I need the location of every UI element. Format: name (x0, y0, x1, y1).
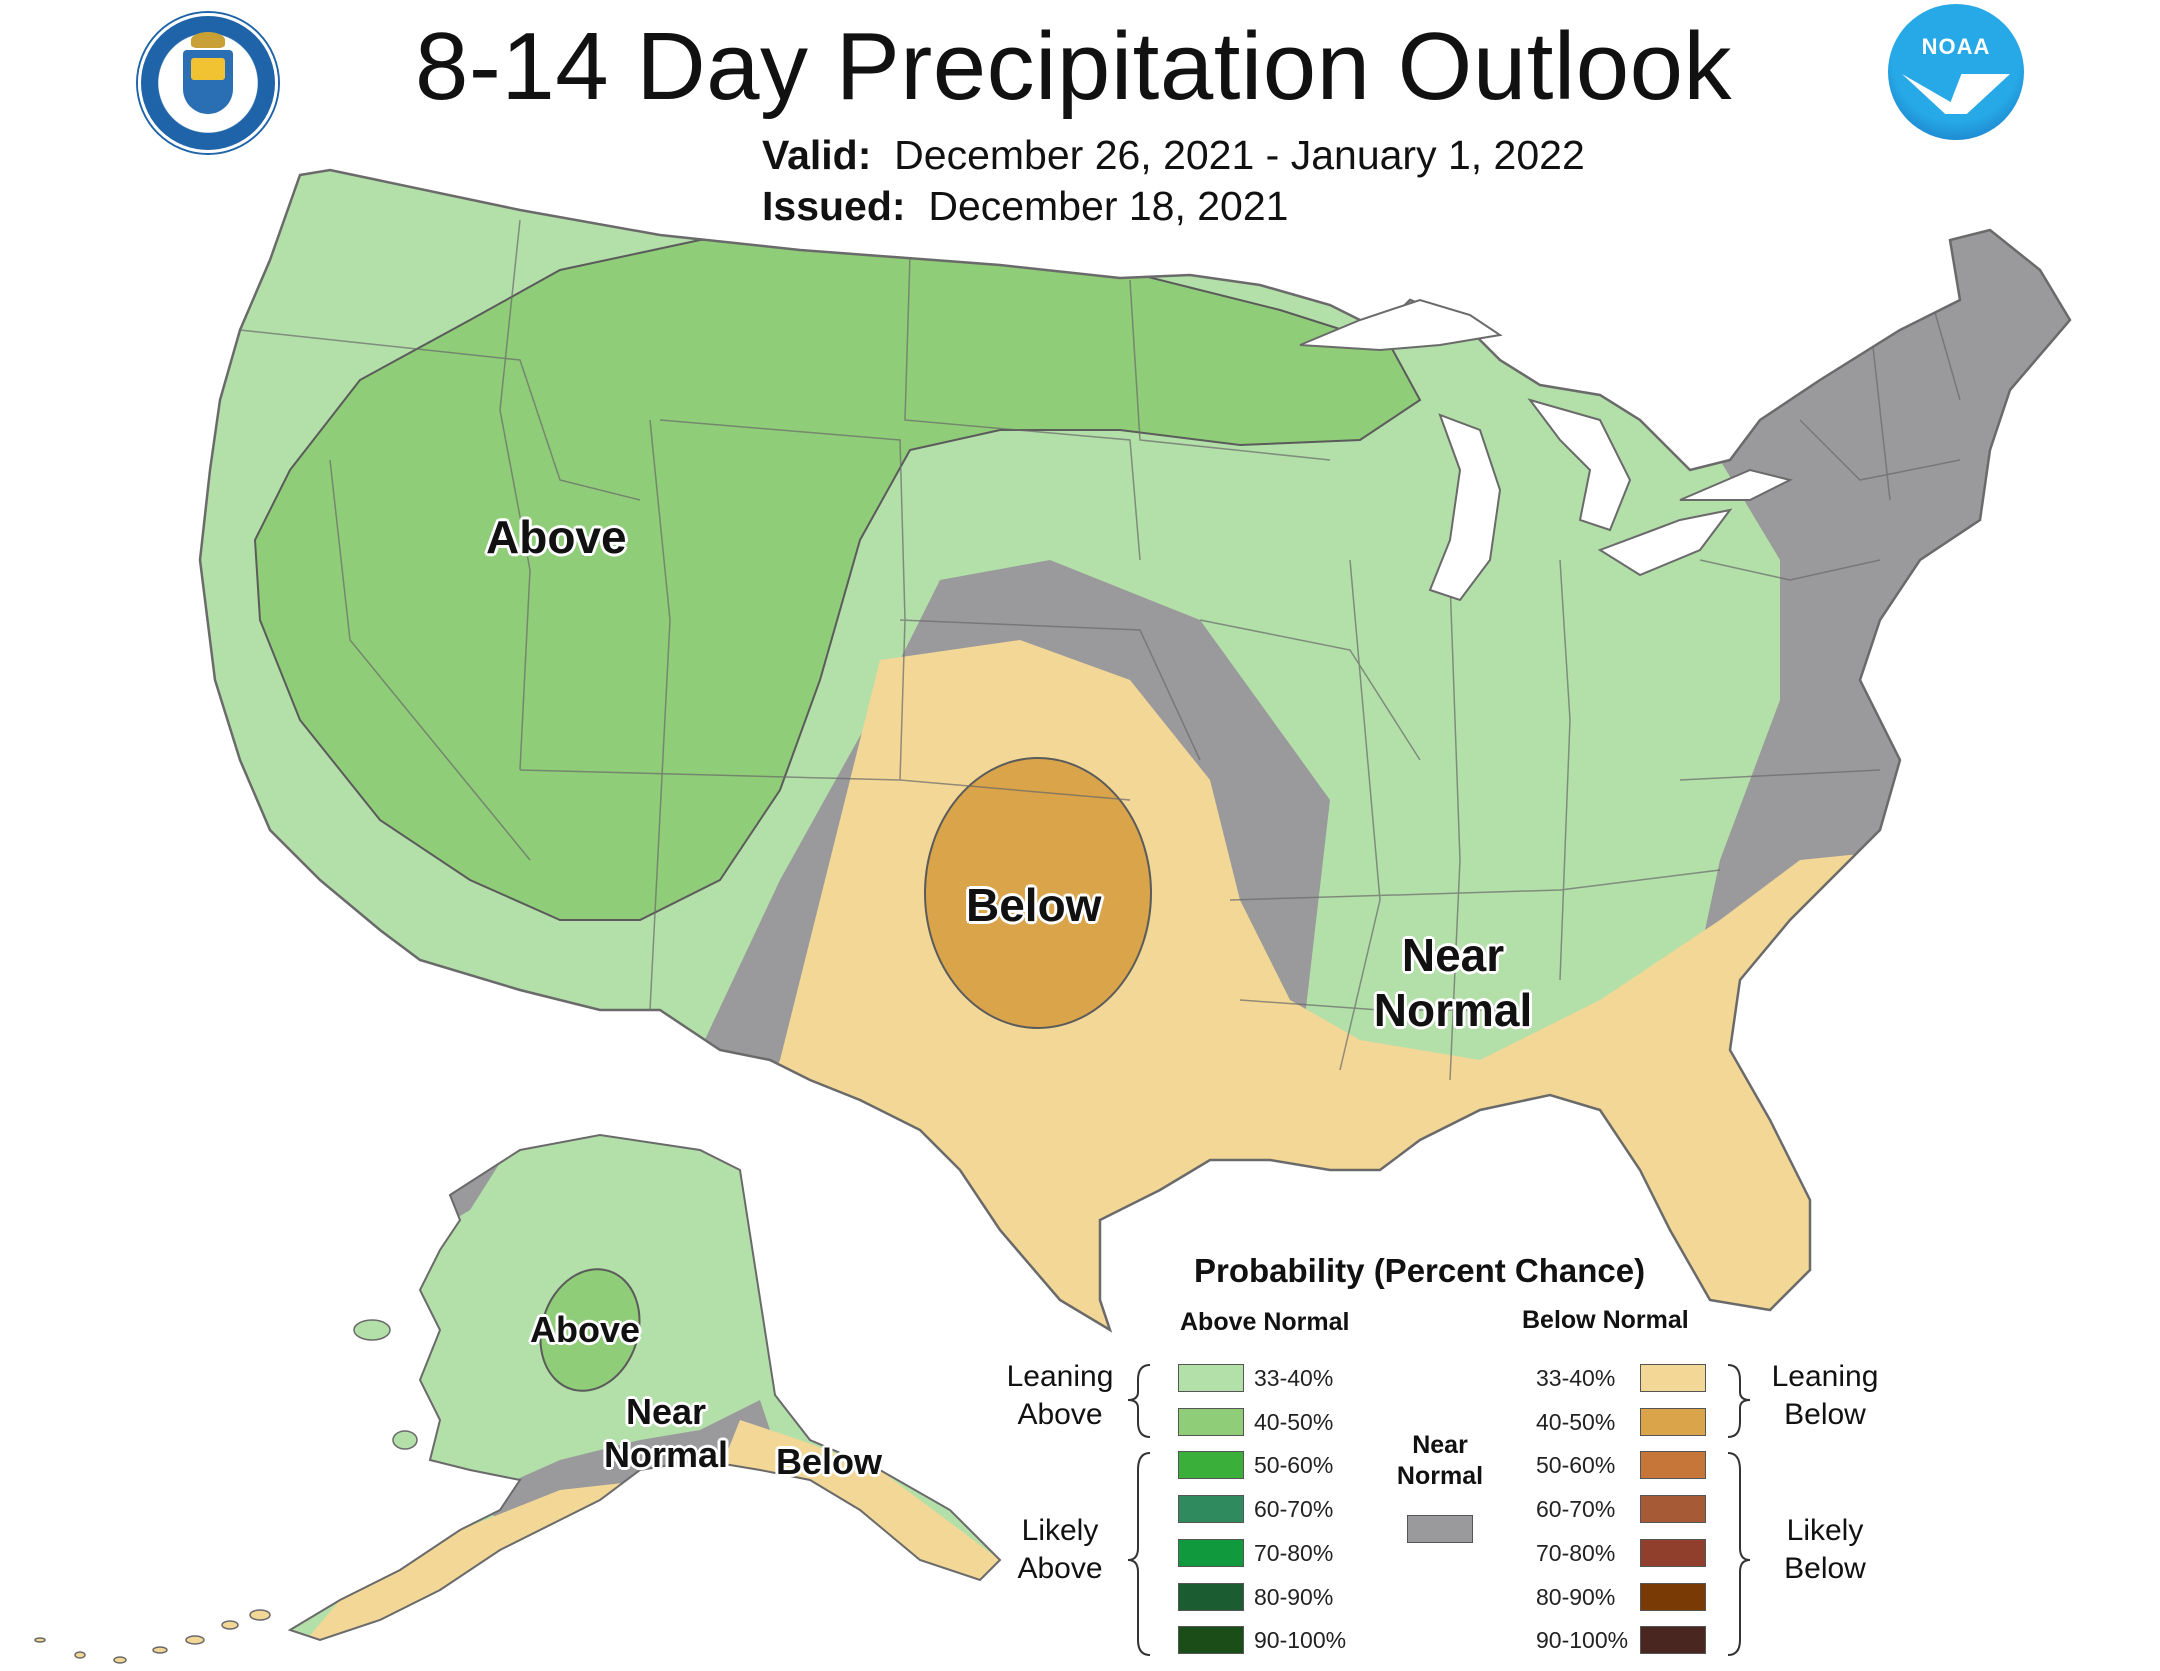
alaska-south-near-normal-zone (470, 1400, 780, 1520)
legend-below-range-label: 40-50% (1536, 1409, 1616, 1435)
legend-above-swatch (1178, 1364, 1244, 1392)
legend-near-normal-label: Near Normal (1388, 1430, 1492, 1493)
legend-above-range-label: 90-100% (1254, 1627, 1347, 1653)
legend-above-swatch (1178, 1539, 1244, 1567)
legend-below-swatch (1640, 1364, 1706, 1392)
legend-below-swatch (1640, 1583, 1706, 1611)
legend-likely-above-label: Likely Above (993, 1512, 1127, 1587)
legend-above-swatch (1178, 1408, 1244, 1436)
noaa-logo-icon: NOAA (1888, 4, 2024, 140)
conus-above-label: Above (486, 511, 627, 563)
legend-below-range-label: 50-60% (1536, 1452, 1616, 1478)
alaska-below-label: Below (776, 1441, 883, 1482)
legend-above-range-label: 70-80% (1254, 1540, 1334, 1566)
legend-below-swatch (1640, 1626, 1706, 1654)
legend-title: Probability (Percent Chance) (1194, 1252, 1646, 1289)
alaska-above-40-50-zone (539, 1268, 641, 1392)
conus-near-label-line1: Near (1401, 929, 1505, 981)
legend-below-swatch (1640, 1451, 1706, 1479)
conus-near-label-line2: Normal (1373, 984, 1533, 1037)
legend-above-range-label: 40-50% (1254, 1409, 1334, 1435)
legend-below-swatch (1640, 1408, 1706, 1436)
legend-leaning-above-line2: Above (1017, 1397, 1103, 1431)
page-title: 8-14 Day Precipitation Outlook (415, 13, 1732, 120)
state-borders (239, 219, 1961, 1081)
valid-label: Valid: (762, 132, 872, 178)
issued-label: Issued: (762, 183, 906, 229)
legend-leaning-below-line1: Leaning (1771, 1360, 1879, 1393)
alaska-west-islands (353, 1319, 418, 1450)
conus-near-normal-label: Near Normal (1368, 928, 1538, 1038)
legend-near-normal-swatch (1407, 1515, 1473, 1543)
valid-line: Valid: December 26, 2021 - January 1, 20… (762, 132, 1585, 179)
legend-above-header: Above Normal (1180, 1308, 1350, 1336)
legend-above-swatch (1178, 1451, 1244, 1479)
legend-below-header: Below Normal (1522, 1306, 1689, 1334)
legend-above-swatch (1178, 1583, 1244, 1611)
legend-below-range-label: 80-90% (1536, 1584, 1616, 1610)
alaska-near-normal-label: Near Normal (596, 1390, 736, 1476)
legend-likely-below-label: Likely Below (1758, 1512, 1892, 1587)
legend-above-range-label: 50-60% (1254, 1452, 1334, 1478)
department-of-commerce-seal-icon (138, 13, 278, 153)
issued-line: Issued: December 18, 2021 (762, 183, 1288, 230)
legend-above-range-label: 80-90% (1254, 1584, 1334, 1610)
alaska-near-label-line2: Normal (603, 1434, 729, 1476)
legend-likely-above-line1: Likely (1021, 1514, 1099, 1547)
legend-below-swatch (1640, 1539, 1706, 1567)
aleutian-islands (34, 1609, 271, 1664)
legend-below-range-label: 60-70% (1536, 1496, 1616, 1522)
legend-near-normal-line2: Normal (1396, 1462, 1484, 1491)
legend-above-range-label: 33-40% (1254, 1365, 1334, 1391)
noaa-logo-text: NOAA (1921, 34, 1991, 59)
legend-likely-below-line1: Likely (1786, 1514, 1864, 1547)
alaska-leaning-above-zone (290, 1135, 1000, 1640)
legend-above-swatch (1178, 1626, 1244, 1654)
legend-leaning-above-label: Leaning Above (993, 1358, 1127, 1433)
legend-leaning-above-line1: Leaning (1006, 1360, 1114, 1393)
alaska-near-label-line1: Near (625, 1391, 707, 1432)
legend-likely-above-line2: Above (1017, 1551, 1103, 1585)
legend-near-normal-line1: Near (1412, 1431, 1468, 1459)
conus-below-label: Below (966, 879, 1102, 931)
legend-leaning-below-label: Leaning Below (1758, 1358, 1892, 1433)
legend-below-range-label: 33-40% (1536, 1365, 1616, 1391)
legend-below-range-label: 90-100% (1536, 1627, 1629, 1653)
legend-below-swatch (1640, 1495, 1706, 1523)
issued-date: December 18, 2021 (928, 183, 1289, 229)
legend-above-swatch (1178, 1495, 1244, 1523)
legend-likely-below-line2: Below (1784, 1551, 1866, 1585)
legend-above-range-label: 60-70% (1254, 1496, 1334, 1522)
ohio-valley-leaning-above-zone (1320, 520, 1760, 920)
conus-below-40-50-zone (924, 757, 1152, 1029)
great-lakes (1299, 298, 1793, 602)
legend-below-range-label: 70-80% (1536, 1540, 1616, 1566)
valid-dates: December 26, 2021 - January 1, 2022 (894, 132, 1585, 178)
alaska-above-label: Above (530, 1309, 641, 1350)
legend-leaning-below-line2: Below (1784, 1397, 1866, 1431)
